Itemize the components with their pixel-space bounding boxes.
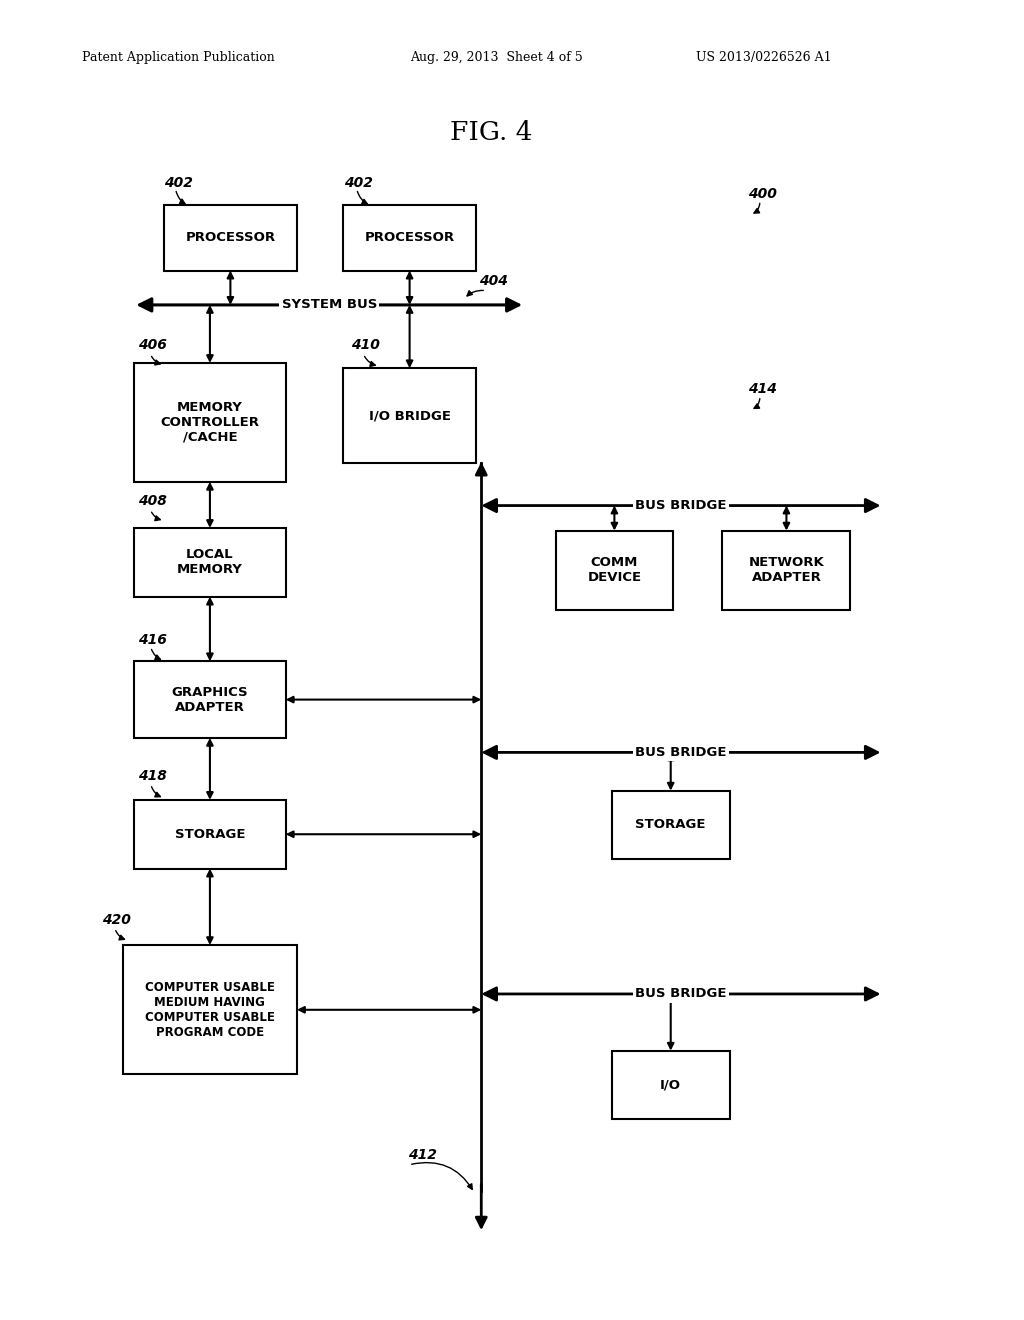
Text: COMM
DEVICE: COMM DEVICE — [588, 556, 641, 585]
Text: 400: 400 — [748, 186, 776, 201]
Text: STORAGE: STORAGE — [175, 828, 245, 841]
Text: 412: 412 — [408, 1147, 436, 1162]
Bar — [134, 528, 286, 597]
Bar — [134, 800, 286, 869]
Text: BUS BRIDGE: BUS BRIDGE — [635, 746, 727, 759]
Text: 402: 402 — [344, 176, 373, 190]
Text: BUS BRIDGE: BUS BRIDGE — [635, 499, 727, 512]
Text: Patent Application Publication: Patent Application Publication — [82, 51, 274, 65]
Text: FIG. 4: FIG. 4 — [451, 120, 532, 144]
Text: 420: 420 — [102, 912, 131, 927]
Text: PROCESSOR: PROCESSOR — [365, 231, 455, 244]
Text: 418: 418 — [138, 768, 167, 783]
Text: I/O: I/O — [660, 1078, 681, 1092]
Text: 414: 414 — [748, 381, 776, 396]
Bar — [343, 368, 476, 463]
Bar — [123, 945, 297, 1074]
Text: PROCESSOR: PROCESSOR — [185, 231, 275, 244]
Text: 410: 410 — [351, 338, 380, 352]
Text: 406: 406 — [138, 338, 167, 352]
Text: GRAPHICS
ADAPTER: GRAPHICS ADAPTER — [172, 685, 248, 714]
Text: 402: 402 — [164, 176, 193, 190]
Bar — [164, 205, 297, 271]
Bar — [343, 205, 476, 271]
Text: STORAGE: STORAGE — [636, 818, 706, 832]
Bar — [134, 661, 286, 738]
Bar — [612, 791, 729, 859]
Text: 404: 404 — [479, 273, 508, 288]
Text: LOCAL
MEMORY: LOCAL MEMORY — [177, 548, 243, 577]
Text: 408: 408 — [138, 494, 167, 508]
Text: 416: 416 — [138, 632, 167, 647]
Text: COMPUTER USABLE
MEDIUM HAVING
COMPUTER USABLE
PROGRAM CODE: COMPUTER USABLE MEDIUM HAVING COMPUTER U… — [145, 981, 274, 1039]
Text: BUS BRIDGE: BUS BRIDGE — [635, 987, 727, 1001]
Bar — [134, 363, 286, 482]
Text: I/O BRIDGE: I/O BRIDGE — [369, 409, 451, 422]
Bar — [723, 531, 850, 610]
Bar — [555, 531, 674, 610]
Text: US 2013/0226526 A1: US 2013/0226526 A1 — [696, 51, 831, 65]
Text: SYSTEM BUS: SYSTEM BUS — [282, 298, 377, 312]
Text: Aug. 29, 2013  Sheet 4 of 5: Aug. 29, 2013 Sheet 4 of 5 — [410, 51, 583, 65]
Bar — [612, 1051, 729, 1119]
Text: MEMORY
CONTROLLER
/CACHE: MEMORY CONTROLLER /CACHE — [161, 401, 259, 444]
Text: NETWORK
ADAPTER: NETWORK ADAPTER — [749, 556, 824, 585]
